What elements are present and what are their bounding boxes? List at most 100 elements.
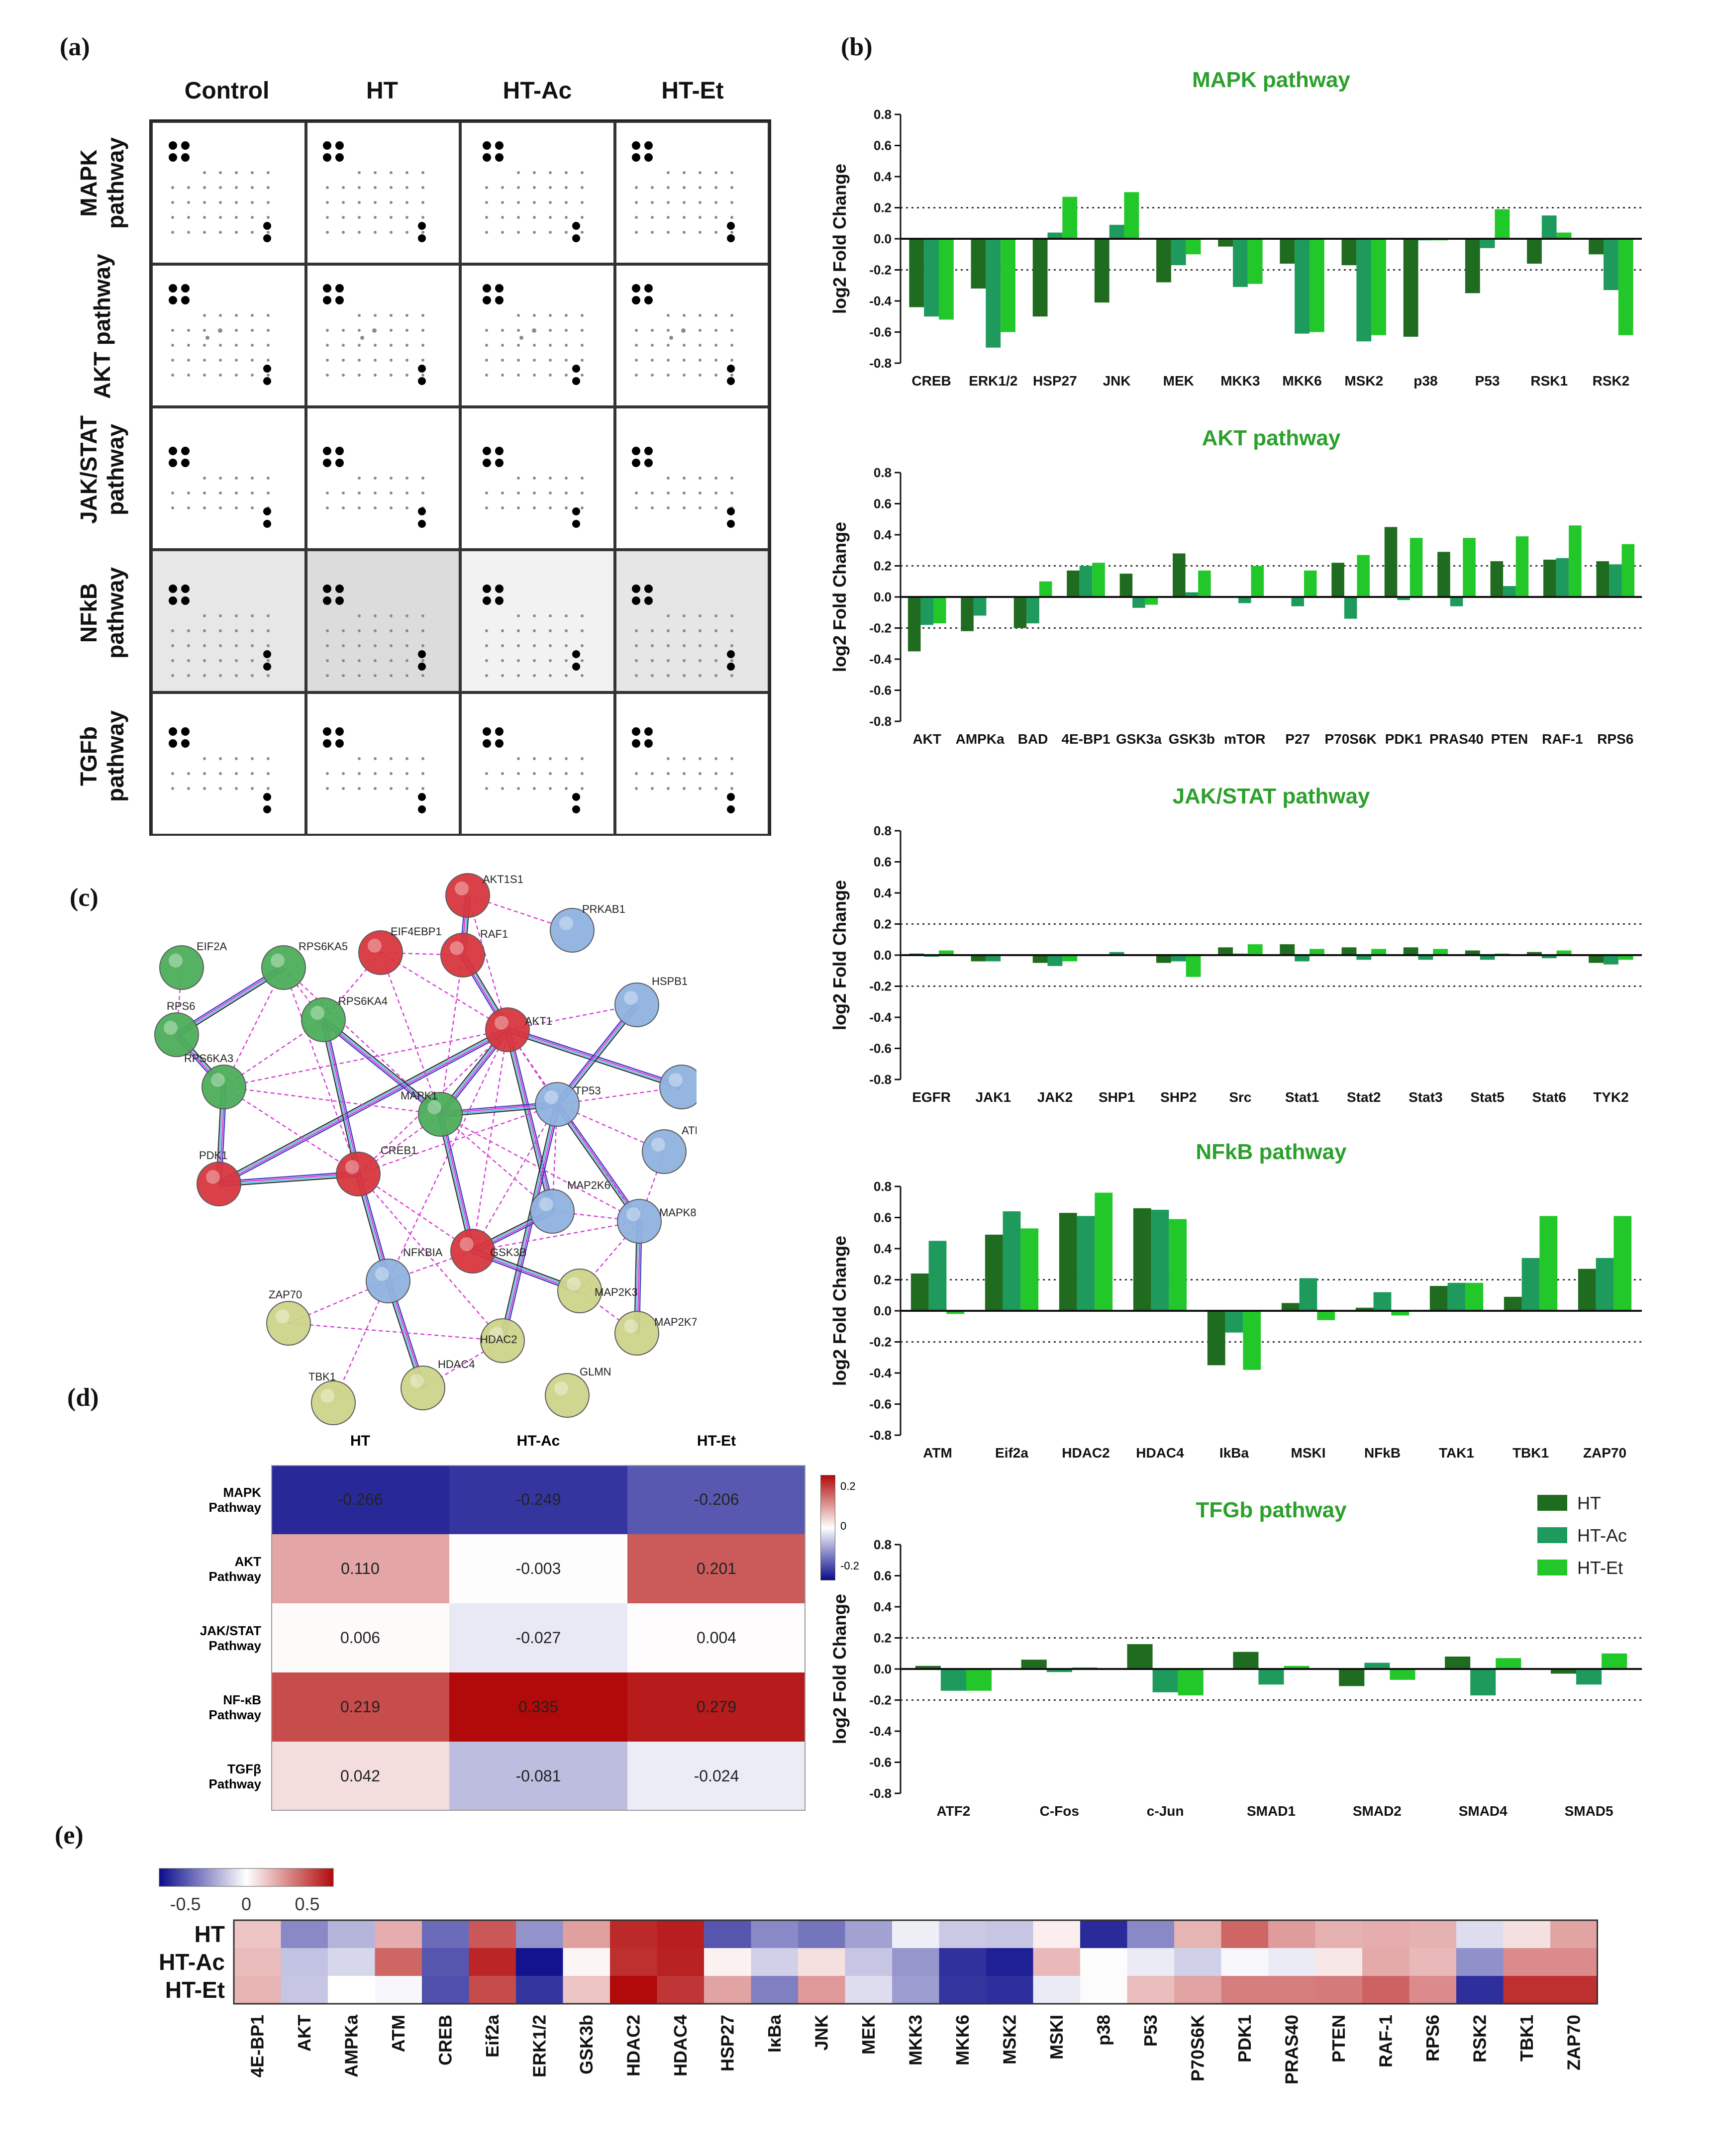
blot-spot bbox=[634, 772, 638, 775]
blot-spot bbox=[650, 506, 654, 509]
blot-cell bbox=[305, 550, 460, 692]
blot-spot bbox=[698, 171, 702, 174]
blot-spot bbox=[251, 614, 254, 617]
heatmap-cell bbox=[516, 1948, 563, 1976]
blot-spot bbox=[517, 477, 520, 480]
blot-spot bbox=[181, 141, 190, 150]
blot-spot bbox=[405, 186, 408, 189]
x-tick-label: MSKI bbox=[1291, 1445, 1326, 1461]
heatmap-cell bbox=[1080, 1976, 1127, 2004]
y-tick-label: 0.4 bbox=[874, 885, 892, 900]
blot-spot bbox=[632, 596, 640, 605]
heatmap-row-label: JAK/STAT Pathway bbox=[85, 1623, 261, 1653]
blot-spot bbox=[533, 477, 536, 480]
blot-spot bbox=[421, 614, 424, 617]
network-node-label: HDAC2 bbox=[480, 1333, 517, 1346]
blot-spot bbox=[650, 787, 654, 790]
blot-spot bbox=[203, 506, 206, 509]
blot-spot bbox=[565, 491, 568, 494]
heatmap-cell bbox=[1503, 1948, 1551, 1976]
blot-spot bbox=[533, 614, 536, 617]
network-node-circle bbox=[418, 1092, 463, 1137]
heatmap-cell: -0.206 bbox=[627, 1465, 806, 1534]
blot-spot bbox=[181, 458, 190, 467]
y-tick-label: -0.8 bbox=[869, 1428, 892, 1443]
blot-spot bbox=[634, 787, 638, 790]
blot-cell bbox=[305, 264, 460, 407]
heatmap-cell bbox=[1174, 1920, 1221, 1949]
blot-spot bbox=[263, 650, 271, 658]
blot-spot bbox=[373, 216, 377, 219]
bar-ht bbox=[1133, 1208, 1151, 1311]
blot-spot bbox=[341, 659, 345, 662]
network-node-circle bbox=[154, 1012, 199, 1057]
blot-spot bbox=[730, 201, 733, 204]
network-node: NFKBIA bbox=[366, 1246, 443, 1303]
blot-spot bbox=[533, 491, 536, 494]
x-tick-label: MKK3 bbox=[1220, 373, 1260, 389]
blot-spot bbox=[251, 314, 254, 317]
bar-ht bbox=[1207, 1311, 1225, 1366]
x-tick-label: HDAC4 bbox=[1136, 1445, 1184, 1461]
blot-spot bbox=[533, 171, 536, 174]
blot-spot bbox=[565, 171, 568, 174]
network-node-circle bbox=[311, 1380, 356, 1425]
blot-spot bbox=[323, 141, 331, 150]
x-tick-label: ATM bbox=[923, 1445, 952, 1461]
heatmap-cell bbox=[986, 1920, 1033, 1949]
y-tick-label: 0.2 bbox=[874, 200, 892, 215]
blot-spot bbox=[666, 629, 670, 632]
akt-bar-chart: AKT pathway log2 Fold Change 0.8 0.6 0.4 0.2 0… bbox=[829, 426, 1642, 747]
blot-spot bbox=[565, 477, 568, 480]
blot-spot bbox=[572, 663, 580, 671]
blot-spot bbox=[730, 772, 733, 775]
blot-spot bbox=[549, 171, 552, 174]
blot-spot bbox=[171, 644, 174, 647]
blot-spot bbox=[682, 314, 686, 317]
blot-spot bbox=[389, 171, 393, 174]
blot-spot bbox=[533, 216, 536, 219]
blot-spot bbox=[421, 359, 424, 362]
blot-spot bbox=[171, 344, 174, 347]
heatmap-cell bbox=[1033, 1920, 1081, 1949]
blot-spot bbox=[405, 329, 408, 332]
blot-spot bbox=[485, 344, 488, 347]
blot-spot bbox=[634, 491, 638, 494]
blot-spot bbox=[235, 216, 238, 219]
network-edge bbox=[223, 1086, 359, 1175]
legend-label: HT-Ac bbox=[1577, 1525, 1627, 1546]
blot-spot bbox=[267, 629, 270, 632]
heatmap-cell: 0.219 bbox=[271, 1672, 449, 1742]
network-node: MAP2K6 bbox=[530, 1179, 610, 1234]
blot-spot bbox=[251, 477, 254, 480]
network-node-highlight bbox=[539, 1197, 553, 1211]
heatmap-cell bbox=[281, 1976, 328, 2004]
blot-spot bbox=[549, 659, 552, 662]
blot-spot bbox=[251, 772, 254, 775]
bar-ht-ac bbox=[1450, 597, 1463, 606]
blot-spot bbox=[405, 787, 408, 790]
blot-spot bbox=[650, 491, 654, 494]
blot-spot bbox=[168, 584, 177, 593]
blot-spot bbox=[219, 171, 222, 174]
blot-spot bbox=[389, 374, 393, 377]
heatmap-row-label-line: AKT bbox=[234, 1554, 261, 1569]
network-node: EIF2A bbox=[159, 940, 227, 990]
bar-ht bbox=[1013, 597, 1027, 628]
blot-spot bbox=[373, 359, 377, 362]
blot-spot bbox=[549, 344, 552, 347]
blot-spot bbox=[417, 365, 426, 373]
blot-spot bbox=[405, 216, 408, 219]
network-node-circle bbox=[440, 933, 485, 978]
x-tick-label: GSK3a bbox=[1116, 731, 1162, 747]
x-tick-label: 4E-BP1 bbox=[1061, 731, 1110, 747]
bar-ht bbox=[1527, 952, 1542, 955]
bar-ht-ac bbox=[1596, 1258, 1614, 1311]
network-edge bbox=[320, 1020, 357, 1175]
network-node: TBK1 bbox=[308, 1371, 356, 1425]
blot-spot bbox=[666, 171, 670, 174]
blot-spot bbox=[389, 329, 393, 332]
blot-spot bbox=[726, 650, 735, 658]
blot-spot bbox=[565, 757, 568, 760]
bar-ht-et bbox=[1556, 232, 1572, 239]
